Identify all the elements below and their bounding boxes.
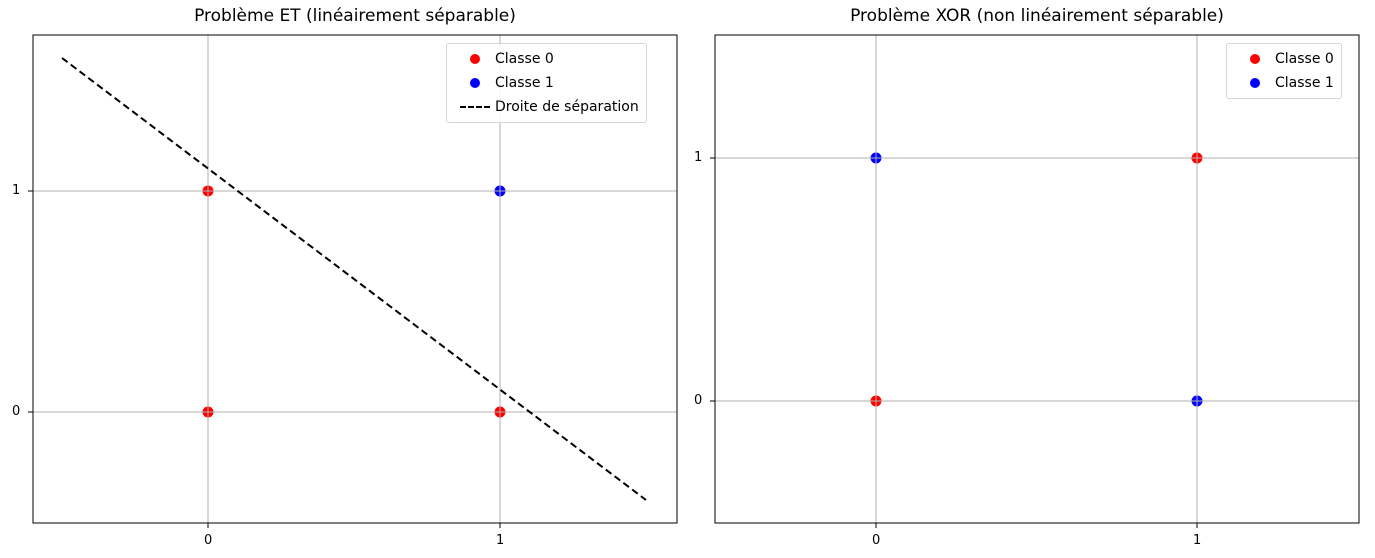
legend-entry-class1: Classe 1 <box>455 71 639 95</box>
left-xtick-1: 1 <box>496 533 505 548</box>
right-legend: Classe 0 Classe 1 <box>1226 43 1342 99</box>
legend-entry-class0: Classe 0 <box>1235 47 1334 71</box>
left-legend: Classe 0 Classe 1 Droite de séparation <box>446 43 647 123</box>
left-frame <box>32 34 678 524</box>
legend-label: Classe 0 <box>1275 51 1334 67</box>
dashed-line-icon <box>460 106 490 108</box>
separation-line <box>61 57 647 501</box>
left-xtick-0: 0 <box>204 533 213 548</box>
blue-dot-icon <box>470 78 480 88</box>
right-chart-title: Problème XOR (non linéairement séparable… <box>850 6 1224 26</box>
legend-entry-class1: Classe 1 <box>1235 71 1334 95</box>
left-points <box>202 185 506 418</box>
red-dot-icon <box>470 54 480 64</box>
left-chart-title: Problème ET (linéairement séparable) <box>194 6 516 26</box>
legend-label: Classe 1 <box>1275 75 1334 91</box>
blue-dot-icon <box>1250 78 1260 88</box>
legend-label: Classe 0 <box>495 51 554 67</box>
legend-entry-class0: Classe 0 <box>455 47 639 71</box>
legend-label: Classe 1 <box>495 75 554 91</box>
red-dot-icon <box>1250 54 1260 64</box>
right-xtick-0: 0 <box>872 533 881 548</box>
right-xtick-1: 1 <box>1193 533 1202 548</box>
right-ytick-1: 1 <box>694 150 703 165</box>
legend-label: Droite de séparation <box>495 99 639 115</box>
right-ytick-0: 0 <box>694 393 703 408</box>
right-points <box>870 152 1203 407</box>
left-ytick-1: 1 <box>12 183 21 198</box>
left-ytick-0: 0 <box>12 404 21 419</box>
right-grid <box>715 35 1359 523</box>
right-frame <box>714 34 1360 524</box>
legend-entry-line: Droite de séparation <box>455 95 639 119</box>
right-axes <box>710 34 1360 528</box>
